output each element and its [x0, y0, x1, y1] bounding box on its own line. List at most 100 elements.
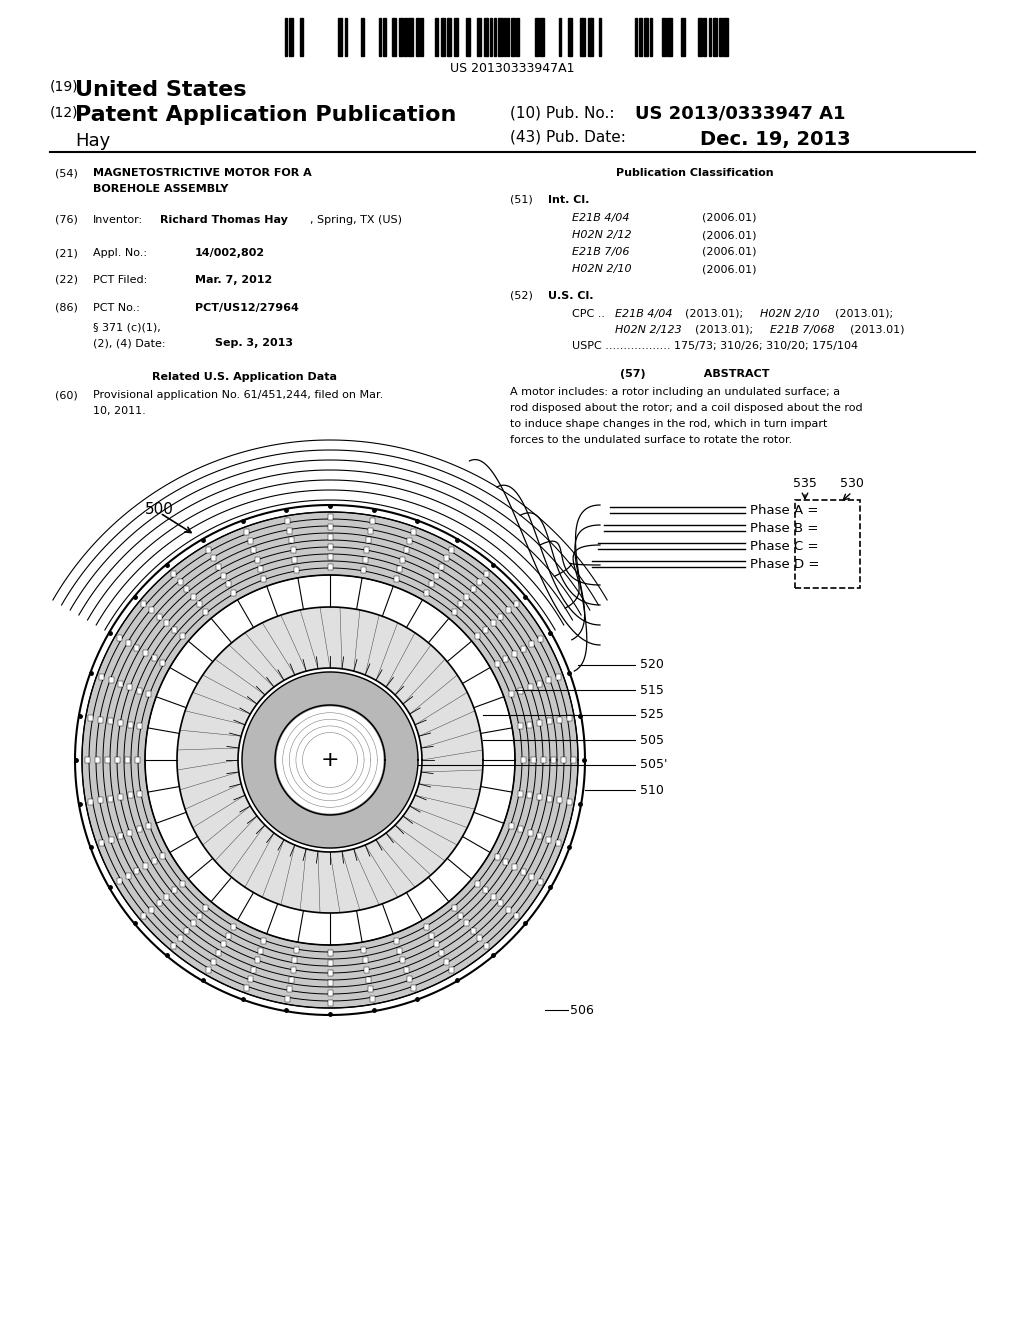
Bar [204, 904, 209, 911]
Bar [178, 578, 182, 585]
Bar [226, 933, 231, 939]
Bar [713, 18, 717, 55]
Bar [164, 620, 169, 626]
Bar [118, 795, 123, 800]
Bar [494, 18, 496, 55]
Bar [197, 912, 202, 919]
Bar [328, 979, 333, 986]
Bar [146, 822, 152, 829]
Bar [161, 660, 165, 667]
Text: Int. Cl.: Int. Cl. [548, 195, 590, 205]
Bar [538, 879, 543, 884]
Bar [245, 528, 250, 535]
Bar [397, 948, 402, 954]
Bar [527, 792, 532, 799]
Text: 505: 505 [640, 734, 664, 747]
Bar [289, 537, 294, 544]
Bar [152, 656, 157, 661]
Bar [261, 939, 266, 944]
Bar [362, 957, 368, 962]
Text: to induce shape changes in the rod, which in turn impart: to induce shape changes in the rod, whic… [510, 418, 827, 429]
Bar [541, 756, 546, 763]
Bar [134, 645, 139, 652]
Bar [541, 18, 544, 55]
Bar [88, 799, 93, 805]
Bar [400, 557, 406, 562]
Bar [511, 18, 515, 55]
Bar [126, 640, 131, 647]
Bar [483, 887, 488, 894]
Bar [449, 968, 454, 973]
Text: (2013.01);: (2013.01); [695, 325, 753, 335]
Bar [118, 833, 123, 840]
Bar [644, 18, 647, 55]
Bar [104, 756, 110, 763]
Text: H02N 2/123: H02N 2/123 [615, 325, 682, 335]
Bar [255, 957, 260, 964]
Bar [434, 573, 439, 578]
Bar [392, 18, 396, 55]
Bar [537, 833, 542, 840]
Bar [509, 690, 514, 697]
Bar [495, 854, 500, 859]
Text: PCT No.:: PCT No.: [93, 304, 140, 313]
Bar [157, 614, 162, 619]
Bar [567, 799, 571, 805]
Bar [483, 18, 487, 55]
Bar [547, 796, 552, 801]
Bar [328, 544, 333, 550]
Bar [179, 634, 184, 639]
Bar [556, 840, 561, 846]
Text: (2006.01): (2006.01) [702, 247, 757, 257]
Bar [368, 528, 373, 533]
Bar [517, 723, 522, 730]
Bar [403, 548, 409, 553]
Bar [514, 601, 518, 607]
Bar [570, 756, 575, 763]
Bar [527, 722, 532, 727]
Bar [483, 944, 488, 949]
Bar [417, 18, 420, 55]
Bar [409, 18, 414, 55]
Bar [568, 18, 571, 55]
Bar [662, 18, 666, 55]
Bar [538, 719, 543, 726]
Polygon shape [242, 672, 418, 847]
Bar [452, 609, 457, 615]
Bar [635, 18, 637, 55]
Bar [507, 18, 510, 55]
Bar [458, 602, 463, 607]
Bar [127, 830, 132, 836]
Text: Hay: Hay [75, 132, 111, 150]
Bar [504, 858, 508, 865]
Bar [216, 564, 221, 570]
Bar [184, 586, 189, 593]
Bar [650, 18, 652, 55]
Bar [261, 576, 266, 582]
Bar [471, 586, 476, 593]
Bar [291, 548, 296, 553]
Bar [490, 620, 496, 626]
Bar [98, 797, 103, 804]
Text: 515: 515 [640, 684, 664, 697]
Bar [499, 614, 504, 619]
Text: Dec. 19, 2013: Dec. 19, 2013 [700, 129, 851, 149]
Bar [143, 651, 148, 656]
Bar [108, 796, 113, 801]
Text: (19): (19) [50, 81, 79, 94]
Bar [245, 985, 250, 991]
Bar [255, 557, 260, 562]
Text: (76): (76) [55, 215, 78, 224]
Text: Related U.S. Application Data: Related U.S. Application Data [153, 372, 338, 381]
Text: H02N 2/12: H02N 2/12 [572, 230, 632, 240]
Bar [221, 573, 226, 578]
Bar [723, 18, 728, 55]
Text: (21): (21) [55, 248, 78, 257]
Bar [538, 795, 543, 800]
Bar [379, 18, 381, 55]
Bar [226, 581, 231, 587]
Text: (22): (22) [55, 275, 78, 285]
Bar [560, 756, 565, 763]
Bar [206, 546, 211, 553]
Text: (10) Pub. No.:: (10) Pub. No.: [510, 106, 614, 120]
